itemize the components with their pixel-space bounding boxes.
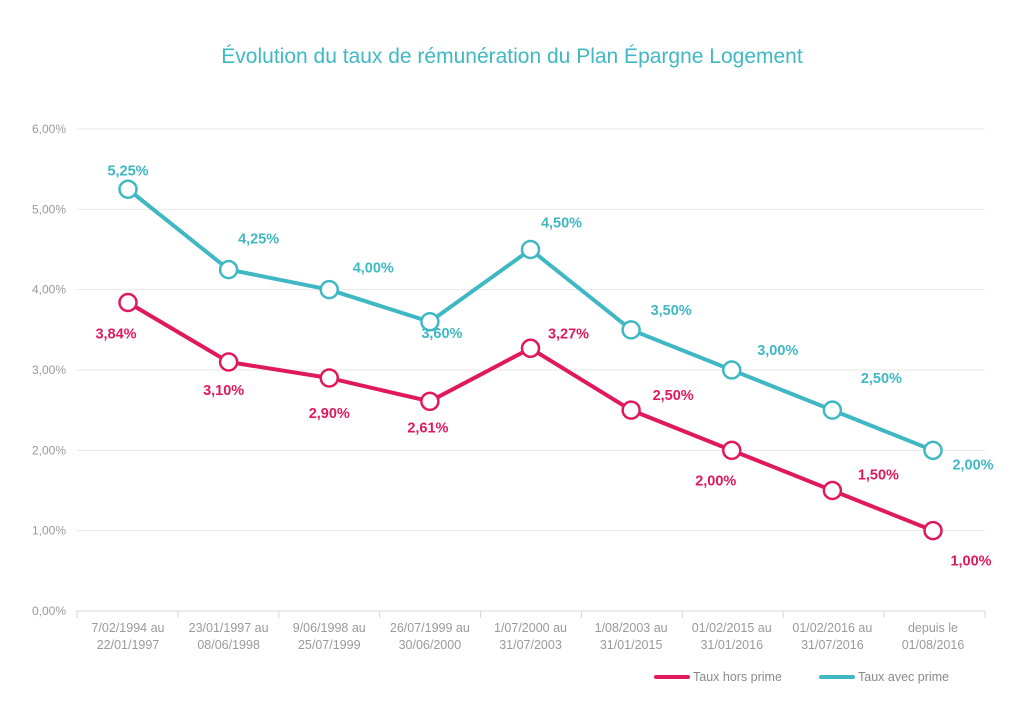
data-point (822, 480, 843, 501)
data-point (218, 352, 239, 372)
x-tick-label-line: 1/07/2000 au (494, 621, 567, 635)
data-point (923, 440, 943, 461)
series-line-1 (126, 187, 935, 453)
x-tick-label: 23/01/1997 au 08/06/1998 (189, 621, 269, 652)
data-label-layer: 3,84% 3,10% 2,90% 2,61% 3,27% 2,50% 2,00% 1,50%… (95, 163, 993, 569)
y-tick-label: 1,00% (32, 524, 66, 538)
x-tick-label-line: 26/07/1999 au (390, 621, 470, 635)
data-label: 3,10% (203, 383, 244, 399)
data-point (319, 368, 339, 388)
y-tick-label: 3,00% (32, 363, 66, 377)
x-tick-label-line: 31/07/2016 (801, 638, 864, 652)
data-point (520, 239, 541, 260)
series-layer (118, 179, 943, 541)
data-label: 1,50% (858, 468, 899, 484)
x-tick-label-line: 25/07/1999 (298, 638, 361, 652)
y-tick-label: 2,00% (32, 443, 66, 457)
x-tick-label-line: 31/01/2016 (700, 638, 763, 652)
data-label: 4,25% (238, 232, 279, 248)
y-tick-label: 6,00% (32, 122, 66, 136)
data-label: 3,27% (548, 326, 589, 342)
x-tick-label: 1/08/2003 au 31/01/2015 (595, 621, 668, 652)
x-tick-label-line: depuis le (908, 621, 958, 635)
data-point (621, 400, 641, 420)
x-tick-label-line: 23/01/1997 au (189, 621, 269, 635)
data-label: 3,84% (95, 327, 136, 343)
y-tick-label: 0,00% (32, 604, 66, 618)
data-label: 2,00% (695, 473, 736, 489)
data-point (118, 292, 138, 313)
data-point (118, 179, 138, 199)
x-tick-label: depuis le 01/08/2016 (902, 621, 965, 652)
x-tick-label: 1/07/2000 au 31/07/2003 (494, 621, 567, 652)
x-tick-label-line: 31/01/2015 (600, 638, 663, 652)
x-tick-label-line: 30/06/2000 (399, 638, 462, 652)
x-tick-label: 26/07/1999 au 30/06/2000 (390, 621, 470, 652)
x-tick-label-line: 31/07/2003 (499, 638, 562, 652)
data-point (520, 338, 541, 359)
x-tick-label-line: 9/06/1998 au (293, 621, 366, 635)
axis-layer: 0,00% 1,00% 2,00% 3,00% 4,00% 5,00% 6,00% 7/02/… (32, 122, 986, 652)
data-label: 4,50% (541, 216, 582, 232)
x-tick-label-line: 01/08/2016 (902, 638, 965, 652)
y-tick-label: 4,00% (32, 283, 66, 297)
data-label: 2,90% (309, 406, 350, 422)
data-point (420, 391, 440, 412)
x-tick-label-line: 7/02/1994 au (92, 621, 165, 635)
data-label: 3,60% (421, 326, 462, 342)
data-point (822, 400, 843, 420)
chart-title: Évolution du taux de rémunération du Pla… (221, 45, 803, 68)
data-label: 2,50% (653, 388, 694, 404)
data-label: 3,00% (757, 343, 798, 359)
data-point (218, 259, 239, 280)
x-tick-label-line: 22/01/1997 (97, 638, 160, 652)
legend: Taux hors prime Taux avec prime (654, 670, 949, 684)
y-tick-label: 5,00% (32, 202, 66, 216)
x-tick-label-line: 01/02/2016 au (792, 621, 872, 635)
data-label: 1,00% (950, 554, 991, 570)
data-label: 5,25% (107, 163, 148, 179)
x-tick-label: 9/06/1998 au 25/07/1999 (293, 621, 366, 652)
x-tick-label: 01/02/2015 au 31/01/2016 (692, 621, 772, 652)
data-label: 2,00% (952, 457, 993, 473)
data-point (420, 312, 440, 332)
data-label: 4,00% (353, 261, 394, 277)
data-point (722, 440, 742, 461)
x-tick-label-line: 01/02/2015 au (692, 621, 772, 635)
x-tick-label: 01/02/2016 au 31/07/2016 (792, 621, 872, 652)
data-point (722, 360, 742, 380)
data-point (621, 320, 641, 340)
series-line-0 (126, 300, 935, 533)
data-label: 2,61% (407, 420, 448, 436)
legend-label: Taux avec prime (858, 670, 949, 684)
legend-label: Taux hors prime (693, 670, 782, 684)
data-label: 2,50% (861, 371, 902, 387)
grid-layer (77, 128, 985, 612)
x-tick-label-line: 08/06/1998 (197, 638, 260, 652)
x-tick-label: 7/02/1994 au 22/01/1997 (92, 621, 165, 652)
x-tick-label-line: 1/08/2003 au (595, 621, 668, 635)
data-point (923, 520, 943, 541)
data-label: 3,50% (651, 303, 692, 319)
data-point (319, 279, 339, 300)
